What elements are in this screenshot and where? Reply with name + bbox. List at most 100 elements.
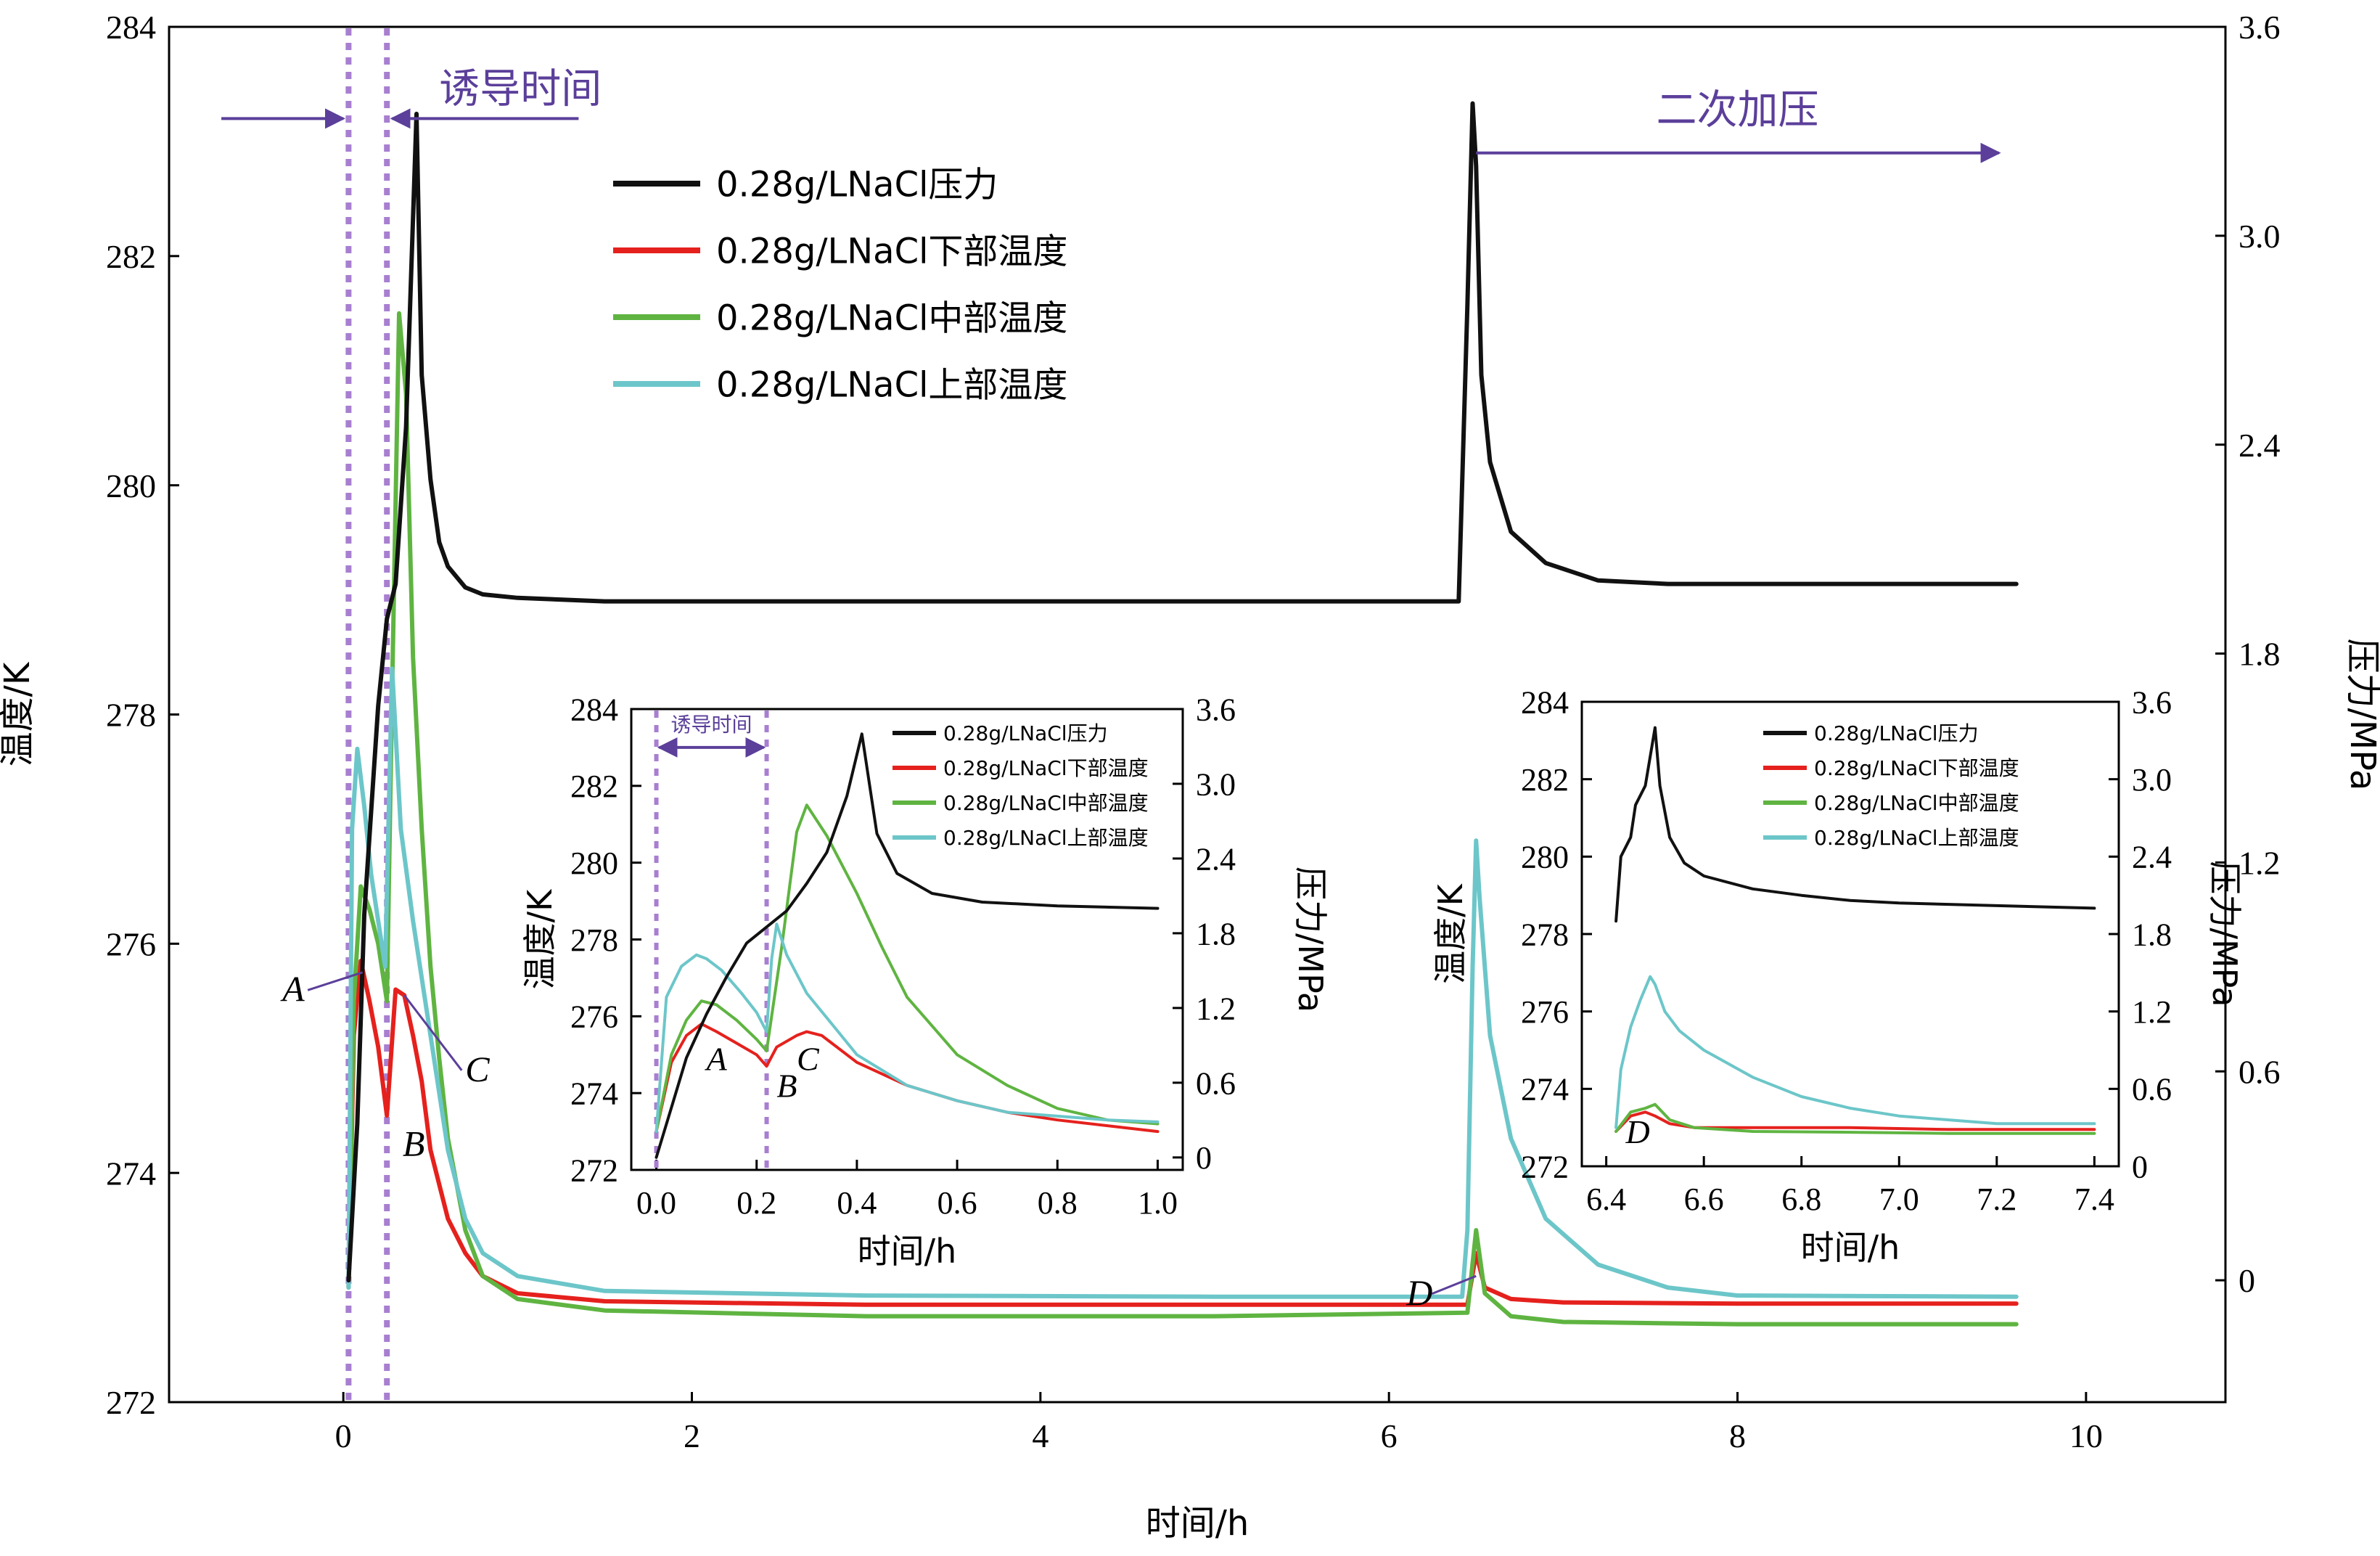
y-right-tick-label: 0 [1196, 1140, 1212, 1176]
series-line-3 [346, 666, 2019, 1299]
y-right-tick-label: 0 [2132, 1149, 2148, 1184]
y-left-tick-label: 272 [1521, 1149, 1569, 1184]
y-right-tick-label: 1.8 [1196, 916, 1236, 951]
x-axis-label: 时间/h [1801, 1228, 1900, 1267]
x-tick-label: 8 [1729, 1417, 1746, 1454]
y-right-tick-label: 0.6 [1196, 1065, 1236, 1101]
x-tick-label: 0 [335, 1417, 352, 1454]
induction-time-label: 诱导时间 [671, 713, 752, 737]
y-right-tick-label: 3.0 [2239, 218, 2281, 255]
y-left-tick-label: 278 [570, 922, 618, 958]
legend-label: 0.28g/LNaCl中部温度 [943, 791, 1149, 815]
series-line-0 [346, 101, 2019, 1283]
x-tick-label: 6.8 [1781, 1182, 1821, 1217]
legend-main: 0.28g/LNaCl压力 0.28g/LNaCl下部温度 0.28g/LNaCl中… [613, 164, 1067, 405]
y-left-tick-label: 282 [1521, 762, 1569, 798]
series-line-2 [1614, 1102, 2096, 1135]
series-line-0 [654, 732, 1160, 1159]
y-left-tick-label: 278 [1521, 917, 1569, 952]
series-line-3 [654, 922, 1160, 1134]
y-left-axis-label: 温度/K [1431, 883, 1470, 983]
legend-label: 0.28g/LNaCl压力 [943, 721, 1108, 745]
y-right-tick-label: 0 [2239, 1262, 2255, 1299]
y-right-tick-label: 3.6 [2239, 9, 2281, 46]
y-right-tick-label: 2.4 [1196, 841, 1236, 877]
legend-label: 0.28g/LNaCl上部温度 [716, 364, 1067, 405]
plot-frame-inset1 [630, 708, 1184, 1171]
y-left-tick-label: 280 [1521, 840, 1569, 875]
point-label-b: B [776, 1067, 797, 1104]
y-right-tick-label: 0.6 [2239, 1053, 2281, 1090]
series-line-1 [1614, 1110, 2096, 1133]
point-label-d: D [1625, 1113, 1650, 1150]
x-tick-label: 0.4 [837, 1185, 877, 1221]
chart-inset1: 0.0 0.2 0.4 0.6 0.8 1.0 272 274 276 278 280 282 284 0… [520, 692, 1330, 1271]
y-left-tick-label: 282 [570, 769, 618, 804]
y-left-tick-label: 272 [570, 1152, 618, 1188]
x-tick-label: 0.2 [736, 1185, 776, 1221]
x-tick-label: 7.2 [1977, 1182, 2016, 1217]
x-tick-label: 0.6 [937, 1185, 977, 1221]
x-axis-label: 时间/h [858, 1232, 957, 1271]
y-left-axis-label: 温度/K [520, 888, 559, 989]
y-right-tick-label: 2.4 [2132, 840, 2172, 875]
y-left-tick-label: 282 [106, 238, 156, 275]
legend-label: 0.28g/LNaCl中部温度 [716, 298, 1067, 338]
x-tick-label: 6.6 [1684, 1182, 1724, 1217]
x-tick-label: 6 [1381, 1417, 1398, 1454]
y-right-tick-label: 3.6 [2132, 684, 2172, 720]
legend-label: 0.28g/LNaCl压力 [716, 164, 998, 205]
y-left-tick-label: 276 [570, 999, 618, 1035]
y-left-tick-label: 274 [1521, 1072, 1569, 1107]
y-right-tick-label: 2.4 [2239, 427, 2281, 464]
point-callout-line [307, 971, 364, 991]
y-right-tick-label: 1.2 [2239, 844, 2281, 881]
y-left-tick-label: 280 [106, 467, 156, 504]
y-right-tick-label: 3.0 [2132, 762, 2172, 798]
x-axis-label: 时间/h [1146, 1503, 1250, 1544]
y-left-axis-label: 温度/K [0, 661, 38, 766]
y-left-tick-label: 274 [570, 1076, 618, 1112]
x-tick-label: 0.8 [1038, 1185, 1078, 1221]
x-tick-label: 4 [1032, 1417, 1049, 1454]
series-line-2 [654, 803, 1160, 1134]
legend-label: 0.28g/LNaCl上部温度 [1814, 826, 2019, 850]
legend-label: 0.28g/LNaCl压力 [1814, 721, 1979, 745]
y-right-axis-label: 压力/MPa [2205, 861, 2244, 1007]
x-tick-label: 2 [684, 1417, 700, 1454]
point-callout-line [1431, 1274, 1477, 1295]
chart-inset2: 6.4 6.6 6.8 7.0 7.2 7.4 272 274 276 278 280 282 284 0… [1431, 684, 2244, 1267]
x-tick-label: 6.4 [1586, 1182, 1626, 1217]
point-label-c: C [465, 1049, 490, 1089]
point-label-c: C [797, 1040, 820, 1077]
x-tick-label: 7.4 [2075, 1182, 2114, 1217]
y-right-axis-label: 压力/MPa [1291, 867, 1330, 1012]
legend-label: 0.28g/LNaCl上部温度 [943, 826, 1149, 850]
legend-label: 0.28g/LNaCl下部温度 [943, 756, 1149, 780]
x-tick-label: 10 [2069, 1417, 2103, 1454]
x-tick-label: 0.0 [636, 1185, 676, 1221]
y-left-tick-label: 276 [106, 925, 156, 962]
series-line-3 [1614, 975, 2096, 1129]
x-tick-label: 7.0 [1879, 1182, 1919, 1217]
point-label-d: D [1406, 1272, 1432, 1313]
y-right-axis-label: 压力/MPa [2342, 639, 2380, 791]
induction-time-label: 诱导时间 [439, 65, 602, 112]
point-label-a: A [280, 968, 305, 1009]
y-left-tick-label: 284 [570, 692, 618, 727]
x-tick-label: 1.0 [1138, 1185, 1178, 1221]
y-left-tick-label: 284 [106, 9, 156, 46]
repressurize-label: 二次加压 [1657, 87, 1819, 134]
point-label-b: B [403, 1123, 425, 1163]
legend-label: 0.28g/LNaCl下部温度 [1814, 756, 2019, 780]
series-line-0 [1614, 726, 2096, 923]
legend-inset1: 0.28g/LNaCl压力 0.28g/LNaCl下部温度 0.28g/LNaCl中… [892, 721, 1149, 850]
legend-label: 0.28g/LNaCl下部温度 [716, 231, 1067, 271]
y-left-tick-label: 272 [106, 1384, 156, 1421]
y-right-tick-label: 1.8 [2132, 917, 2172, 952]
y-right-tick-label: 3.6 [1196, 692, 1236, 727]
point-label-a: A [705, 1040, 728, 1077]
y-left-tick-label: 278 [106, 697, 156, 734]
y-left-tick-label: 276 [1521, 994, 1569, 1030]
